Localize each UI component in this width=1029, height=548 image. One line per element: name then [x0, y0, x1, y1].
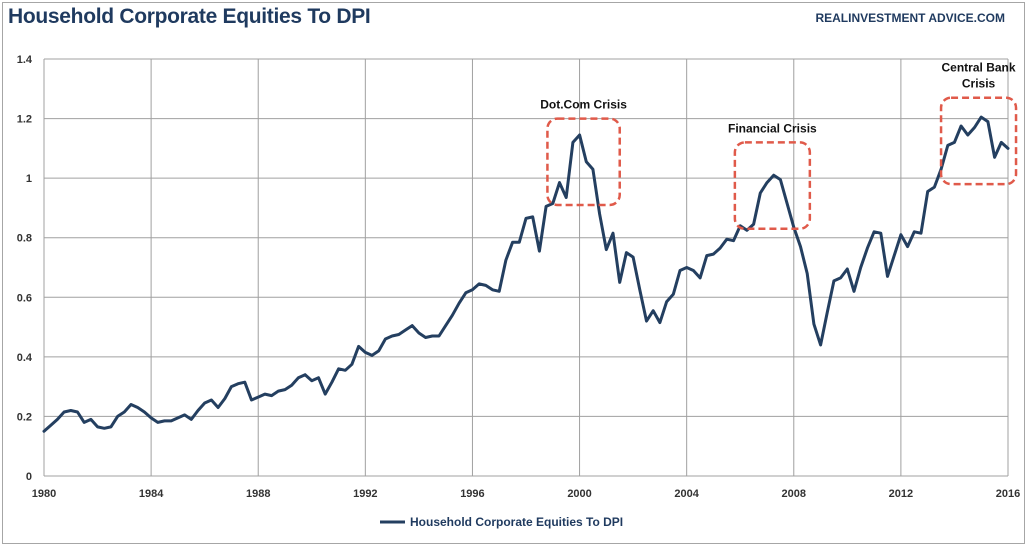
x-tick-label: 1996 — [460, 488, 484, 500]
annotation-box — [733, 141, 812, 231]
annotation-label: Dot.Com Crisis — [540, 98, 627, 112]
x-tick-label: 2000 — [567, 488, 591, 500]
annotation-label: Central Bank — [942, 61, 1016, 75]
annotation-box — [546, 117, 621, 207]
x-tick-label: 1988 — [246, 488, 270, 500]
x-tick-label: 2012 — [889, 488, 913, 500]
series-line — [42, 115, 1010, 433]
annotation-label: Crisis — [962, 77, 996, 91]
y-tick-label: 0.8 — [17, 233, 32, 245]
annotation-label: Financial Crisis — [728, 121, 817, 135]
y-tick-label: 0.6 — [17, 292, 32, 304]
x-tick-label: 2004 — [674, 488, 699, 500]
y-tick-label: 1.2 — [17, 114, 32, 126]
annotation-box — [939, 96, 1018, 186]
legend-label: Household Corporate Equities To DPI — [410, 515, 623, 529]
x-tick-label: 1980 — [32, 488, 56, 500]
x-tick-label: 2016 — [996, 488, 1020, 500]
source-label: REALINVESTMENT ADVICE.COM — [815, 11, 1005, 25]
y-tick-label: 0 — [26, 471, 32, 483]
chart-title: Household Corporate Equities To DPI — [8, 5, 371, 28]
x-tick-label: 1992 — [353, 488, 377, 500]
x-tick-label: 1984 — [139, 488, 164, 500]
y-tick-label: 1 — [26, 173, 32, 185]
y-tick-label: 0.2 — [17, 411, 32, 423]
y-tick-label: 1.4 — [17, 54, 33, 66]
x-tick-label: 2008 — [782, 488, 806, 500]
y-tick-label: 0.4 — [17, 352, 33, 364]
